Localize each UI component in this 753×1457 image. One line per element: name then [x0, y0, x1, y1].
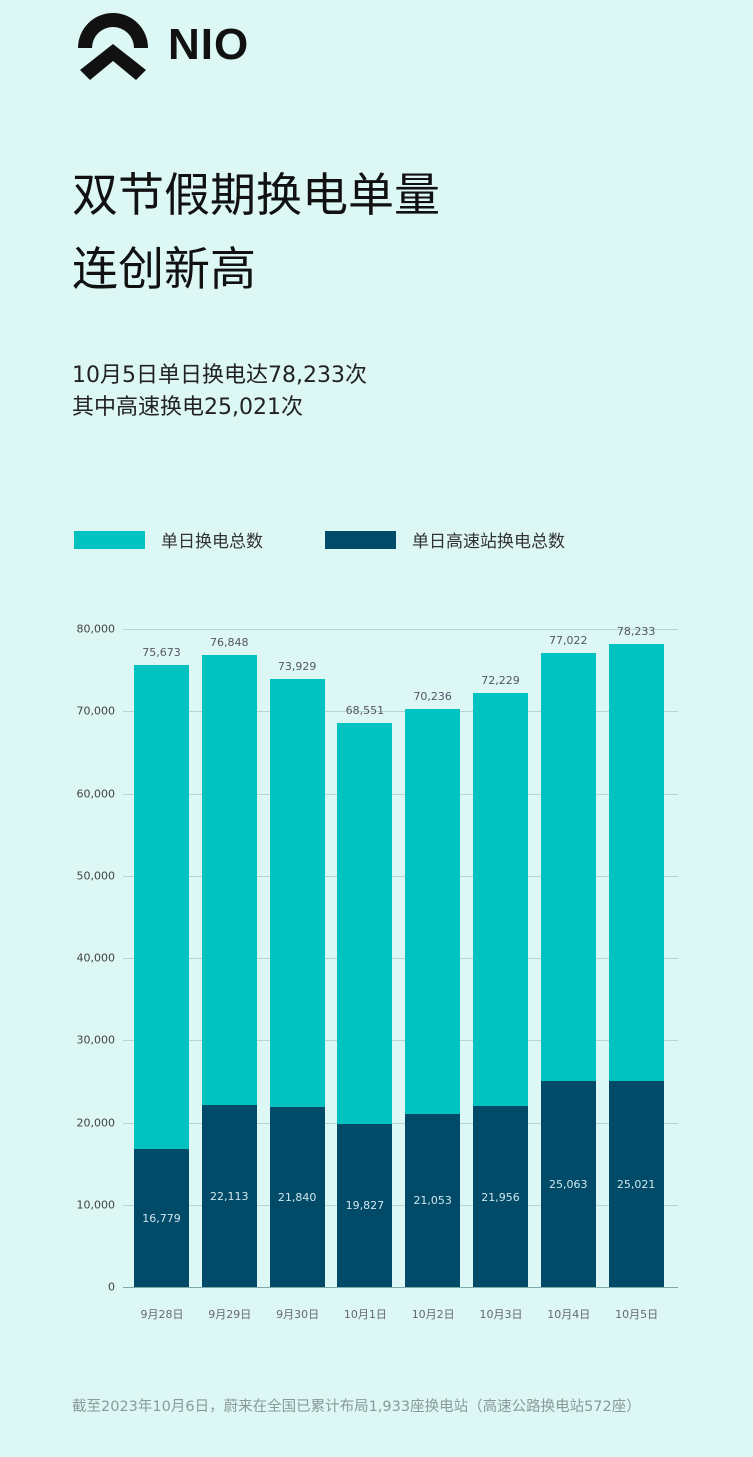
x-axis-category-label: 10月5日 [615, 1308, 659, 1321]
y-axis-tick-label: 20,000 [76, 1116, 116, 1129]
subtitle: 10月5日单日换电达78,233次 其中高速换电25,021次 [72, 360, 367, 424]
x-axis-category-label: 10月4日 [547, 1308, 591, 1321]
y-axis-tick-label: 0 [108, 1280, 115, 1294]
subtitle-line-2: 其中高速换电25,021次 [72, 395, 303, 420]
gridline [123, 1287, 678, 1288]
x-axis-category-label: 10月1日 [343, 1308, 387, 1321]
bar-highway-swaps[interactable] [269, 1107, 325, 1287]
y-axis-tick-label: 50,000 [76, 869, 116, 883]
title-line-2: 连创新高 [72, 242, 256, 296]
bar-highway-swaps[interactable] [473, 1106, 528, 1287]
nio-logo: NIO [74, 10, 249, 80]
bar-total-value-label: 68,551 [345, 704, 385, 718]
y-axis-tick-label: 40,000 [76, 951, 116, 965]
bar-total-value-label: 76,848 [210, 635, 249, 649]
bar-chart: 0 10,000 20,000 30,000 40,000 50,000 60,000 70,… [76, 622, 678, 1321]
gridline [123, 629, 678, 630]
legend-label-highway: 单日高速站换电总数 [412, 532, 565, 552]
bar-highway-swaps[interactable] [405, 1113, 461, 1287]
bar-total-value-label: 70,236 [413, 690, 452, 704]
x-axis-category-label: 9月28日 [140, 1308, 184, 1321]
y-axis-tick-label: 10,000 [76, 1198, 116, 1212]
x-axis-category-label: 9月29日 [208, 1308, 252, 1321]
nio-logo-icon [78, 13, 148, 80]
legend-swatch-total [74, 530, 145, 549]
x-axis-category-label: 10月3日 [479, 1308, 523, 1321]
legend-item-total: 单日换电总数 [74, 527, 263, 552]
legend-item-highway: 单日高速站换电总数 [325, 527, 565, 552]
x-axis-category-label: 10月2日 [411, 1308, 455, 1321]
title-line-1: 双节假期换电单量 [72, 168, 440, 222]
bar-highway-swaps[interactable] [337, 1123, 393, 1287]
bar-total-value-label: 73,929 [277, 659, 317, 673]
bar-total-value-label: 77,022 [549, 634, 588, 648]
footnote: 截至2023年10月6日，蔚来在全国已累计布局1,933座换电站（高速公路换电站… [72, 1399, 641, 1415]
legend-label-total: 单日换电总数 [161, 532, 263, 552]
page-title: 双节假期换电单量 连创新高 [72, 158, 440, 306]
bar-total-value-label: 78,233 [616, 624, 656, 638]
subtitle-line-1: 10月5日单日换电达78,233次 [72, 363, 367, 388]
legend-swatch-highway [325, 530, 396, 549]
bar-total-value-label: 72,229 [481, 673, 520, 687]
chart-legend: 单日换电总数 单日高速站换电总数 [74, 527, 627, 552]
y-axis-tick-label: 70,000 [76, 704, 116, 718]
y-axis-tick-label: 80,000 [76, 622, 116, 636]
x-axis-category-label: 9月30日 [276, 1308, 320, 1321]
bar-highway-swaps[interactable] [540, 1080, 596, 1287]
bar-total-value-label: 75,673 [142, 645, 181, 659]
y-axis-tick-label: 30,000 [76, 1033, 116, 1047]
brand-name: NIO [168, 20, 250, 69]
y-axis-tick-label: 60,000 [76, 787, 116, 800]
bar-highway-swaps[interactable] [134, 1148, 189, 1287]
bar-highway-swaps[interactable] [201, 1105, 257, 1287]
bar-highway-swaps[interactable] [608, 1081, 664, 1287]
